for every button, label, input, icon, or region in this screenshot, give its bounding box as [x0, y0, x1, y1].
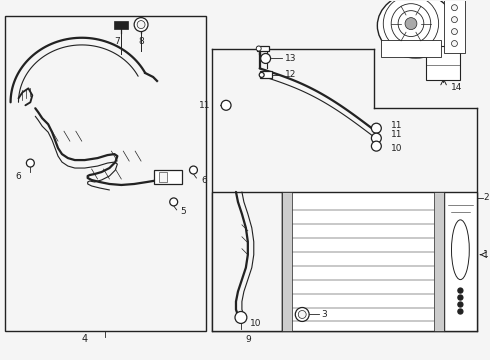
Bar	[4, 15, 206, 332]
Circle shape	[398, 11, 424, 37]
Bar	[434, 192, 443, 332]
Circle shape	[371, 141, 381, 151]
Text: 11: 11	[391, 130, 403, 139]
Bar	[426, 45, 461, 80]
Text: 13: 13	[285, 54, 297, 63]
Circle shape	[190, 166, 197, 174]
Text: 5: 5	[181, 207, 186, 216]
Circle shape	[451, 28, 458, 35]
Text: 2: 2	[483, 193, 489, 202]
Circle shape	[391, 4, 431, 44]
Ellipse shape	[377, 0, 454, 58]
Circle shape	[134, 18, 148, 32]
Text: 8: 8	[138, 37, 144, 46]
Circle shape	[261, 54, 270, 63]
Bar	[443, 192, 477, 332]
Circle shape	[26, 159, 34, 167]
Text: 11: 11	[391, 121, 403, 130]
Circle shape	[451, 41, 458, 46]
Circle shape	[371, 133, 381, 143]
Bar	[212, 192, 282, 332]
Circle shape	[221, 100, 231, 110]
Circle shape	[383, 0, 439, 51]
Text: 10: 10	[250, 319, 261, 328]
Text: 10: 10	[391, 144, 403, 153]
Text: 4: 4	[82, 334, 88, 345]
Circle shape	[371, 123, 381, 133]
Circle shape	[458, 302, 463, 307]
Circle shape	[451, 5, 458, 11]
Bar	[257, 45, 269, 51]
Ellipse shape	[451, 220, 469, 280]
Bar	[154, 170, 182, 184]
Text: 6: 6	[201, 176, 207, 185]
Circle shape	[259, 72, 264, 77]
Text: 9: 9	[245, 335, 251, 344]
Circle shape	[235, 311, 247, 323]
Circle shape	[451, 17, 458, 23]
Bar	[443, 0, 465, 54]
Bar	[282, 192, 443, 332]
Circle shape	[295, 307, 309, 321]
Text: 6: 6	[16, 171, 22, 180]
Circle shape	[458, 288, 463, 293]
Circle shape	[458, 309, 463, 314]
Bar	[381, 40, 441, 58]
Text: 15: 15	[428, 66, 439, 75]
Text: 12: 12	[285, 71, 297, 80]
Bar	[159, 172, 167, 182]
Text: 14: 14	[450, 83, 462, 92]
Text: 7: 7	[115, 37, 120, 46]
Bar	[260, 71, 271, 78]
Text: 1: 1	[483, 250, 489, 259]
Circle shape	[256, 46, 261, 51]
Circle shape	[137, 21, 145, 28]
Bar	[282, 192, 293, 332]
Circle shape	[170, 198, 178, 206]
Circle shape	[298, 310, 306, 319]
Text: 11: 11	[199, 101, 210, 110]
Circle shape	[458, 295, 463, 300]
Bar	[114, 21, 128, 28]
Text: 3: 3	[321, 310, 327, 319]
Circle shape	[405, 18, 417, 30]
